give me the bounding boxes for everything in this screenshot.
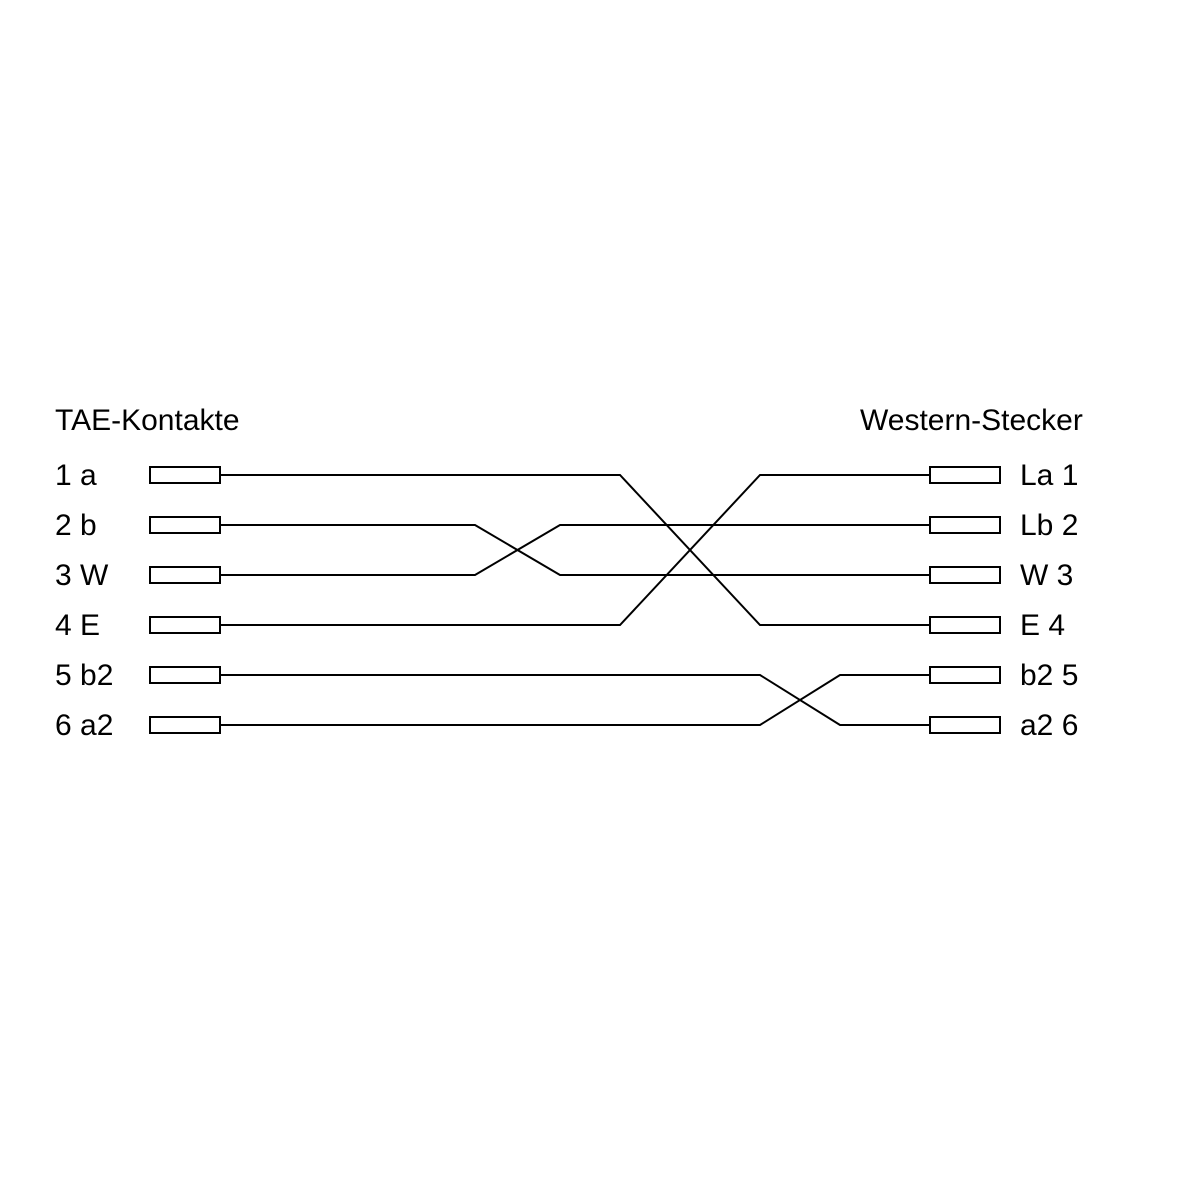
left-pin-box (150, 617, 220, 633)
right-pin-label: La 1 (1020, 459, 1078, 492)
left-pin-label: 6 a2 (55, 709, 113, 742)
wire (220, 475, 930, 625)
wire (220, 475, 930, 625)
right-pin-label: b2 5 (1020, 659, 1078, 692)
right-pin-box (930, 667, 1000, 683)
left-pin-box (150, 717, 220, 733)
right-title: Western-Stecker (860, 404, 1083, 437)
right-pin-box (930, 717, 1000, 733)
left-pin-box (150, 567, 220, 583)
left-pin-label: 2 b (55, 509, 97, 542)
wire (220, 675, 930, 725)
wire (220, 675, 930, 725)
right-pin-box (930, 517, 1000, 533)
right-pin-label: a2 6 (1020, 709, 1078, 742)
left-pin-box (150, 517, 220, 533)
left-pin-label: 5 b2 (55, 659, 113, 692)
left-pin-label: 3 W (55, 559, 109, 592)
wire (220, 525, 930, 575)
left-pin-label: 4 E (55, 609, 100, 642)
right-pin-box (930, 467, 1000, 483)
right-pin-label: Lb 2 (1020, 509, 1078, 542)
left-title: TAE-Kontakte (55, 404, 240, 437)
wiring-diagram: TAE-Kontakte Western-Stecker 1 a 2 b 3 W 4 E 5… (0, 0, 1200, 1200)
right-pin-label: W 3 (1020, 559, 1073, 592)
left-pin-label: 1 a (55, 459, 97, 492)
left-pin-box (150, 667, 220, 683)
right-pin-label: E 4 (1020, 609, 1065, 642)
right-pin-box (930, 567, 1000, 583)
right-pin-box (930, 617, 1000, 633)
left-pin-box (150, 467, 220, 483)
wire (220, 525, 930, 575)
